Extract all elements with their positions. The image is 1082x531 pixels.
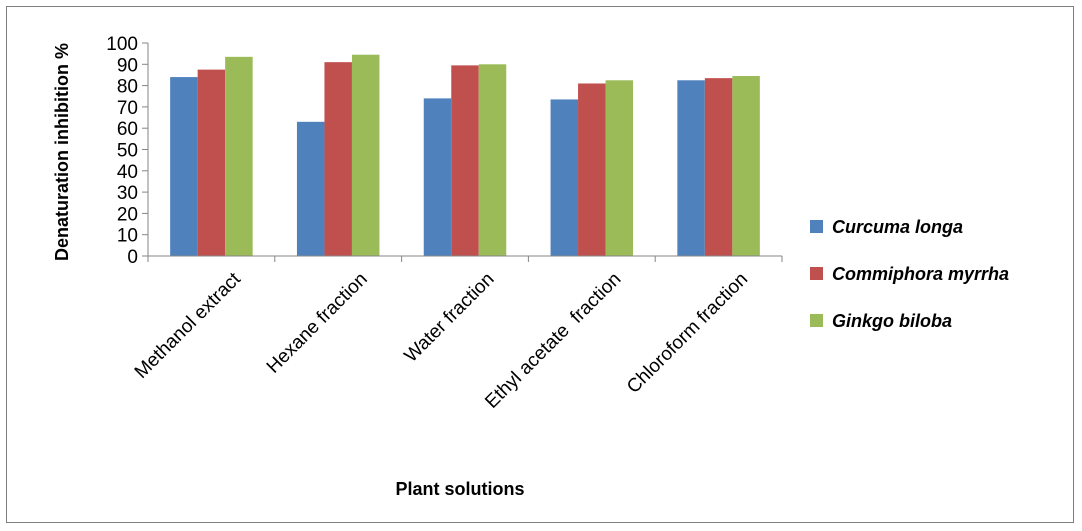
bar (451, 65, 479, 257)
bar (478, 64, 507, 256)
y-tick-label: 80 (117, 77, 138, 98)
bar (324, 62, 352, 256)
y-tick-label: 100 (106, 34, 138, 55)
x-axis: Methanol extract Hexane fraction Water fra… (131, 255, 783, 413)
legend-label: Commiphora myrrha (832, 264, 1009, 284)
legend-swatch (810, 220, 823, 233)
x-category-label: Chloroform fraction (623, 269, 752, 398)
bar (351, 54, 380, 257)
y-tick-label: 50 (117, 141, 138, 162)
legend: Curcuma longa Commiphora myrrha Ginkgo bil… (810, 217, 1009, 331)
x-category-label: Ethyl acetate fraction (481, 269, 625, 413)
bar (197, 69, 226, 256)
x-category-label: Hexane fraction (263, 269, 372, 378)
y-tick-label: 70 (117, 98, 138, 119)
y-tick-label: 0 (127, 247, 138, 268)
bar (423, 98, 452, 256)
bar (677, 80, 705, 257)
x-category-label: Water fraction (401, 269, 499, 367)
bar (550, 99, 579, 256)
y-tick-label: 10 (117, 226, 138, 247)
y-tick-label: 40 (117, 162, 138, 183)
bar (170, 77, 198, 256)
bar (296, 121, 325, 256)
y-tick-label: 90 (117, 55, 138, 76)
legend-label: Ginkgo biloba (832, 311, 952, 331)
bar (605, 80, 634, 257)
y-tick-label: 20 (117, 204, 138, 225)
x-category-label: Methanol extract (131, 268, 246, 383)
legend-swatch (810, 267, 823, 280)
bar (578, 83, 606, 256)
legend-swatch (810, 314, 823, 327)
bars (170, 54, 760, 257)
y-tick-label: 30 (117, 183, 138, 204)
bar (704, 78, 733, 257)
y-tick-label: 60 (117, 119, 138, 140)
x-axis-title: Plant solutions (395, 479, 524, 499)
bar (225, 56, 253, 256)
bar (732, 76, 760, 256)
legend-label: Curcuma longa (832, 217, 963, 237)
y-axis-title: Denaturation inhibition % (52, 43, 72, 261)
